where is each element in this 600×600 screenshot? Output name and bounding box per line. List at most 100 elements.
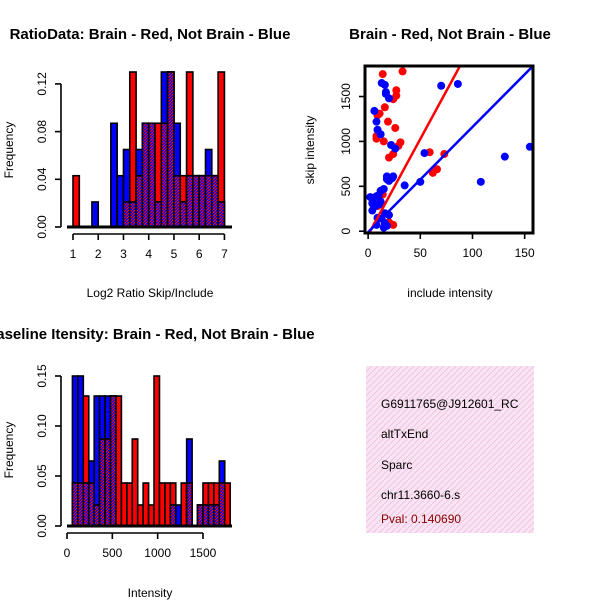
intensity-bars xyxy=(71,375,231,527)
chart-title-ratio: RatioData: Brain - Red, Not Brain - Blue xyxy=(10,26,291,43)
ratio-axes: 0.00 0.04 0.08 0.12 1 2 3 4 5 6 7 xyxy=(35,72,228,261)
scatter-point-blue xyxy=(500,152,509,161)
ratio-ylabel: Frequency xyxy=(2,122,16,179)
ratio-bar-overlap xyxy=(135,174,144,228)
scatter-point-blue xyxy=(370,106,379,115)
scatter-point-blue xyxy=(381,88,390,97)
intensity-bar-overlap xyxy=(202,504,210,527)
intensity-bar-red xyxy=(147,504,155,527)
intensity-xlabel: Intensity xyxy=(128,586,173,600)
intensity-bar-overlap xyxy=(82,482,90,527)
scatter-y-tick-label: 0 xyxy=(339,228,353,235)
info-event-type: altTxEnd xyxy=(381,427,428,441)
intensity-y-tick-label: 0.00 xyxy=(35,514,49,538)
scatter-point-blue xyxy=(385,94,393,103)
scatter-y-tick-label: 500 xyxy=(339,176,353,196)
chart-title-intensity: Baseline Itensity: Brain - Red, Not Brai… xyxy=(0,326,315,343)
intensity-x-tick-label: 0 xyxy=(64,546,71,560)
info-background xyxy=(366,366,534,533)
scatter-point-red xyxy=(379,137,388,146)
intensity-ylabel: Frequency xyxy=(2,422,16,479)
scatter-point-red xyxy=(428,168,437,177)
scatter-point-blue xyxy=(380,80,389,89)
intensity-bar-overlap xyxy=(185,482,193,527)
scatter-x-tick-label: 150 xyxy=(515,246,535,260)
scatter-point-blue xyxy=(420,149,429,158)
scatter-xlabel: include intensity xyxy=(407,286,492,300)
ratio-bar-overlap xyxy=(198,174,207,228)
ratio-bar-overlap xyxy=(179,201,188,228)
scatter-point-blue xyxy=(368,206,377,215)
scatter-point-red xyxy=(398,67,407,76)
ratio-x-tick-label: 5 xyxy=(171,247,178,261)
intensity-bar-blue xyxy=(174,504,183,527)
intensity-bar-red xyxy=(115,395,123,527)
scatter-point-red xyxy=(378,70,387,79)
ratio-bar-overlap xyxy=(128,201,137,228)
intensity-bar-overlap xyxy=(207,504,215,527)
ratio-bar-overlap xyxy=(204,174,213,228)
scatter-point-blue xyxy=(437,81,446,90)
intensity-y-tick-label: 0.05 xyxy=(35,464,49,488)
intensity-bar-overlap xyxy=(104,438,112,527)
scatter-x-tick-label: 0 xyxy=(365,246,372,260)
ratio-bar-overlap xyxy=(154,201,163,228)
scatter-point-red xyxy=(380,103,389,112)
intensity-y-tick-label: 0.15 xyxy=(35,364,49,388)
intensity-bar-red xyxy=(120,482,128,527)
ratio-y-tick-label: 0.12 xyxy=(35,72,49,96)
intensity-bar-overlap xyxy=(98,438,106,527)
ratio-x-tick-label: 3 xyxy=(120,247,127,261)
scatter-point-blue xyxy=(376,130,385,139)
ratio-histogram: RatioData: Brain - Red, Not Brain - Blue… xyxy=(2,26,290,300)
ratio-bar-overlap xyxy=(211,174,219,228)
intensity-bar-overlap xyxy=(109,395,117,527)
ratio-x-tick-label: 4 xyxy=(145,247,152,261)
ratio-bar-blue xyxy=(110,122,118,228)
ratio-bar-overlap xyxy=(217,201,226,228)
intensity-scatter: Brain - Red, Not Brain - Blue 0 50 100 1500… xyxy=(303,26,551,300)
intensity-bar-red xyxy=(131,438,139,527)
info-panel: G6911765@J912601_RC altTxEnd Sparc chr11… xyxy=(366,366,534,533)
ratio-y-tick-label: 0.00 xyxy=(35,215,49,239)
scatter-point-red xyxy=(392,91,401,100)
fit-line-blue xyxy=(367,66,533,233)
chart-title-scatter: Brain - Red, Not Brain - Blue xyxy=(349,26,551,43)
intensity-bar-red xyxy=(126,482,134,527)
intensity-bar-red xyxy=(136,504,144,527)
ratio-y-tick-label: 0.08 xyxy=(35,120,49,144)
info-location: chr11.3660-6.s xyxy=(381,488,460,502)
intensity-bar-red xyxy=(153,375,161,527)
intensity-bar-overlap xyxy=(71,482,79,527)
scatter-point-red xyxy=(385,153,393,162)
scatter-x-tick-label: 100 xyxy=(462,246,482,260)
scatter-point-blue xyxy=(400,181,409,190)
scatter-point-blue xyxy=(391,144,400,153)
scatter-point-blue xyxy=(372,192,381,201)
scatter-y-tick-label: 1500 xyxy=(339,83,353,110)
intensity-bar-overlap xyxy=(213,504,221,527)
intensity-x-tick-label: 1500 xyxy=(190,546,217,560)
scatter-point-blue xyxy=(376,197,385,206)
ratio-bars xyxy=(72,71,226,228)
scatter-y-tick-label: 1000 xyxy=(339,128,353,155)
intensity-bar-red xyxy=(223,482,231,527)
ratio-bar-overlap xyxy=(185,174,194,228)
intensity-bar-red xyxy=(142,482,150,527)
scatter-point-blue xyxy=(453,79,462,88)
scatter-point-blue xyxy=(382,172,391,181)
scatter-point-blue xyxy=(379,223,388,232)
intensity-bar-red xyxy=(180,482,188,527)
fit-line-red xyxy=(369,66,462,232)
intensity-bar-overlap xyxy=(77,482,85,527)
ratio-bar-red xyxy=(72,174,81,228)
ratio-xlabel: Log2 Ratio Skip/Include xyxy=(87,286,214,300)
scatter-point-blue xyxy=(372,117,381,126)
ratio-x-tick-label: 6 xyxy=(196,247,203,261)
intensity-bar-overlap xyxy=(169,504,177,527)
ratio-bar-overlap xyxy=(166,71,175,228)
ratio-bar-overlap xyxy=(122,201,131,228)
ratio-bar-overlap xyxy=(192,174,200,228)
